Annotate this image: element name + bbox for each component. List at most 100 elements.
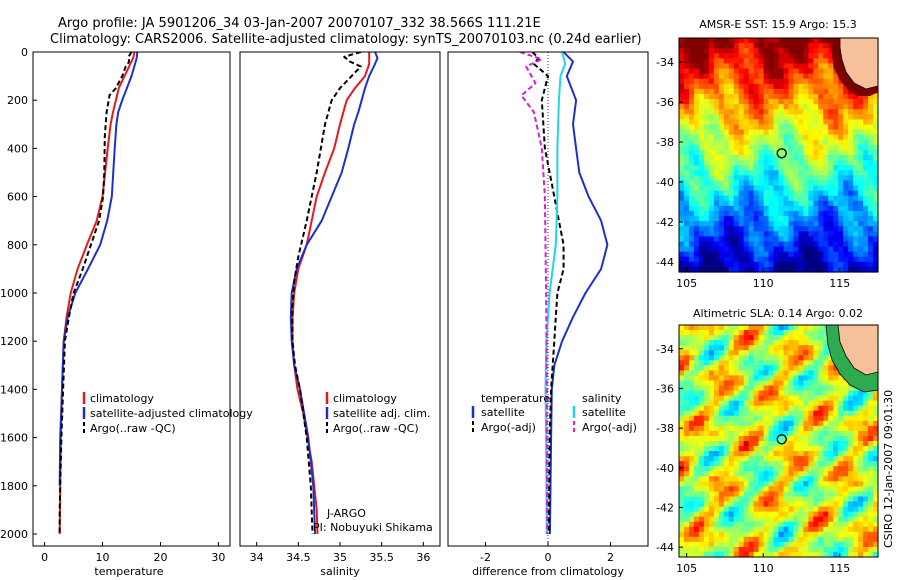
heatmap-cell [723, 425, 730, 432]
heatmap-cell [688, 536, 695, 543]
heatmap-cell [733, 350, 740, 356]
heatmap-cell [748, 481, 755, 487]
heatmap-cell [758, 160, 765, 166]
heatmap-cell [803, 134, 809, 141]
heatmap-cell [713, 210, 720, 217]
heatmap-cell [783, 73, 790, 80]
heatmap-cell [723, 58, 730, 65]
heatmap-cell [858, 551, 864, 558]
heatmap-cell [813, 541, 819, 548]
heatmap-cell [768, 261, 775, 268]
heatmap-cell [753, 410, 760, 417]
heatmap-cell [683, 38, 690, 44]
heatmap-cell [813, 395, 819, 402]
heatmap-cell [768, 365, 775, 371]
heatmap-cell [698, 501, 705, 508]
heatmap-cell [723, 200, 730, 207]
heatmap-cell [833, 511, 839, 518]
heatmap-cell [703, 415, 710, 422]
heatmap-cell [728, 236, 735, 243]
heatmap-cell [703, 380, 710, 387]
heatmap-cell [758, 246, 765, 253]
heatmap-cell [723, 350, 730, 356]
heatmap-cell [863, 205, 869, 212]
heatmap-cell [808, 541, 814, 548]
heatmap-cell [768, 58, 775, 65]
principal-investigator-label: PI: Nobuyuki Shikama [313, 521, 433, 534]
heatmap-cell [838, 99, 844, 105]
heatmap-cell [868, 114, 874, 120]
heatmap-cell [803, 139, 809, 146]
heatmap-cell [698, 210, 705, 217]
heatmap-cell [758, 195, 765, 202]
heatmap-cell [733, 53, 740, 59]
heatmap-cell [868, 139, 874, 146]
heatmap-cell [703, 471, 710, 477]
heatmap-cell [788, 210, 795, 217]
heatmap-cell [783, 456, 790, 462]
heatmap-cell [773, 200, 780, 207]
heatmap-cell [713, 170, 720, 176]
heatmap-cell [803, 531, 809, 538]
heatmap-cell [843, 526, 849, 533]
heatmap-cell [868, 180, 874, 187]
heatmap-cell [738, 410, 745, 417]
heatmap-cell [813, 261, 819, 268]
heatmap-cell [863, 129, 869, 136]
heatmap-cell [698, 345, 705, 351]
heatmap-cell [768, 435, 775, 442]
heatmap-cell [868, 190, 874, 197]
heatmap-cell [733, 129, 740, 136]
heatmap-cell [728, 441, 735, 447]
heatmap-cell [708, 491, 715, 498]
heatmap-cell [713, 134, 720, 141]
heatmap-cell [828, 180, 834, 187]
heatmap-cell [693, 350, 700, 356]
heatmap-cell [763, 200, 770, 207]
heatmap-cell [813, 256, 819, 263]
heatmap-cell [828, 200, 834, 207]
heatmap-cell [679, 58, 685, 65]
heatmap-cell [763, 531, 770, 538]
heatmap-cell [813, 405, 819, 412]
heatmap-cell [738, 430, 745, 437]
heatmap-cell [728, 53, 735, 59]
heatmap-cell [683, 466, 690, 472]
heatmap-cell [738, 73, 745, 80]
heatmap-cell [798, 104, 804, 110]
heatmap-cell [838, 476, 844, 482]
heatmap-cell [748, 210, 755, 217]
heatmap-cell [733, 461, 740, 467]
heatmap-cell [683, 491, 690, 498]
heatmap-cell [733, 149, 740, 156]
heatmap-cell [838, 446, 844, 452]
heatmap-cell [798, 375, 804, 382]
heatmap-cell [723, 83, 730, 90]
heatmap-cell [783, 88, 790, 95]
heatmap-cell [718, 68, 725, 75]
heatmap-cell [763, 205, 770, 212]
heatmap-cell [708, 114, 715, 120]
heatmap-cell [713, 506, 720, 513]
heatmap-cell [679, 124, 685, 131]
heatmap-cell [838, 83, 844, 90]
heatmap-cell [788, 124, 795, 131]
heatmap-cell [693, 144, 700, 151]
x-tick-label: 0 [41, 551, 48, 564]
heatmap-cell [768, 170, 775, 176]
heatmap-cell [718, 226, 725, 232]
heatmap-cell [768, 160, 775, 166]
heatmap-cell [698, 48, 705, 54]
heatmap-cell [768, 446, 775, 452]
heatmap-cell [728, 93, 735, 100]
heatmap-cell [758, 451, 765, 457]
heatmap-cell [753, 124, 760, 131]
heatmap-cell [708, 425, 715, 432]
heatmap-cell [838, 119, 844, 126]
heatmap-cell [718, 405, 725, 412]
heatmap-cell [798, 251, 804, 258]
heatmap-cell [798, 88, 804, 95]
heatmap-cell [803, 365, 809, 371]
heatmap-cell [763, 104, 770, 110]
heatmap-cell [753, 325, 760, 331]
